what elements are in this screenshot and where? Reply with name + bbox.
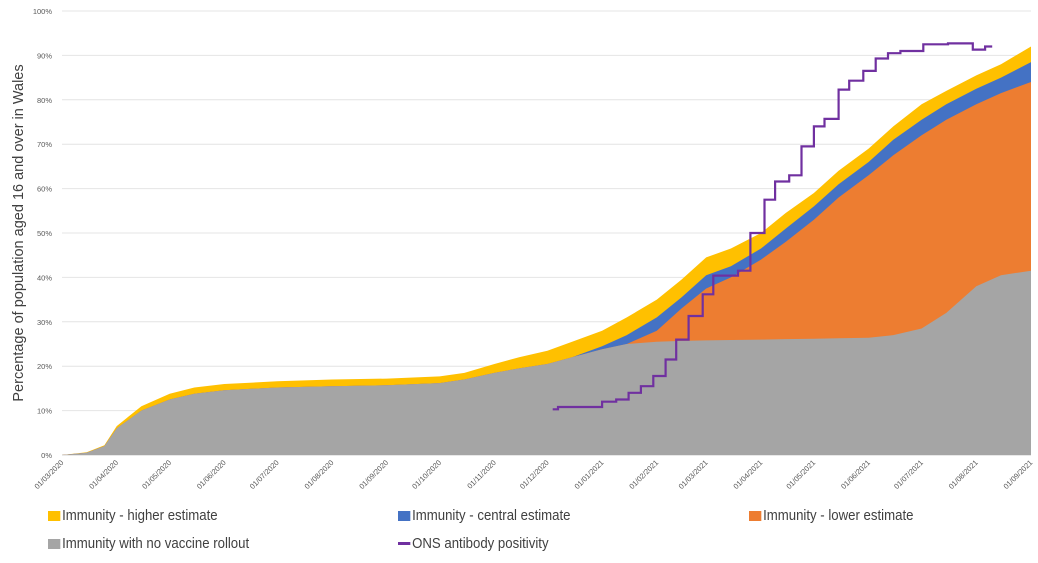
x-tick-label: 01/07/2021	[892, 458, 925, 491]
legend-label: ONS antibody positivity	[412, 535, 549, 552]
y-tick-label: 90%	[37, 51, 52, 60]
y-tick-label: 40%	[37, 273, 52, 282]
x-axis-ticks: 01/03/2020 01/04/2020 01/05/2020 01/06/2020…	[33, 458, 1035, 491]
line-series	[552, 42, 993, 411]
y-tick-label: 60%	[37, 185, 52, 194]
x-tick-label: 01/10/2020	[410, 458, 443, 491]
legend-item-higher-estimate: Immunity - higher estimate	[48, 507, 218, 524]
y-tick-label: 0%	[41, 451, 52, 460]
x-tick-label: 01/05/2020	[140, 458, 173, 491]
y-tick-label: 80%	[37, 96, 52, 105]
legend-label: Immunity - central estimate	[412, 507, 571, 524]
x-tick-label: 01/11/2020	[465, 458, 498, 491]
x-tick-label: 01/02/2021	[627, 458, 660, 491]
x-tick-label: 01/03/2020	[33, 458, 66, 491]
legend-label: Immunity with no vaccine rollout	[62, 535, 250, 552]
x-tick-label: 01/09/2021	[1002, 458, 1035, 491]
legend-label: Immunity - lower estimate	[763, 507, 914, 524]
area-immunity-with-no-vaccine-rollout	[62, 270, 1031, 455]
legend-label: Immunity - higher estimate	[62, 507, 218, 524]
legend-item-no-vaccine: Immunity with no vaccine rollout	[48, 535, 249, 552]
y-tick-label: 70%	[37, 140, 52, 149]
immunity-chart: 0% 10% 20% 30% 40% 50% 60% 70% 80% 90% 100% 01/03/…	[11, 7, 1035, 491]
y-axis-label: Percentage of population aged 16 and ove…	[11, 64, 27, 401]
y-tick-label: 30%	[37, 318, 52, 327]
x-tick-label: 01/09/2020	[357, 458, 390, 491]
y-axis-ticks: 0% 10% 20% 30% 40% 50% 60% 70% 80% 90% 100%	[33, 7, 53, 460]
legend-item-lower-estimate: Immunity - lower estimate	[749, 507, 913, 524]
y-tick-label: 10%	[37, 407, 52, 416]
legend-swatch	[398, 510, 411, 521]
x-tick-label: 01/08/2020	[303, 458, 336, 491]
x-tick-label: 01/07/2020	[248, 458, 281, 491]
x-tick-label: 01/05/2021	[784, 458, 817, 491]
y-tick-label: 100%	[33, 7, 53, 16]
x-tick-label: 01/04/2021	[731, 458, 764, 491]
x-tick-label: 01/06/2021	[839, 458, 872, 491]
x-tick-label: 01/06/2020	[195, 458, 228, 491]
legend-swatch	[749, 510, 762, 521]
x-tick-label: 01/04/2020	[87, 458, 120, 491]
y-tick-label: 20%	[37, 362, 52, 371]
line-ons-antibody-positivity	[552, 42, 993, 411]
legend-line-swatch	[398, 542, 411, 545]
legend: Immunity - higher estimate Immunity - ce…	[0, 500, 1038, 563]
legend-item-ons-antibody: ONS antibody positivity	[398, 535, 549, 552]
y-tick-label: 50%	[37, 229, 52, 238]
legend-swatch	[48, 538, 61, 549]
area-series	[62, 46, 1031, 455]
x-tick-label: 01/12/2020	[518, 458, 551, 491]
legend-swatch	[48, 510, 61, 521]
x-tick-label: 01/01/2021	[573, 458, 606, 491]
x-tick-label: 01/03/2021	[677, 458, 710, 491]
x-tick-label: 01/08/2021	[947, 458, 980, 491]
legend-item-central-estimate: Immunity - central estimate	[398, 507, 571, 524]
